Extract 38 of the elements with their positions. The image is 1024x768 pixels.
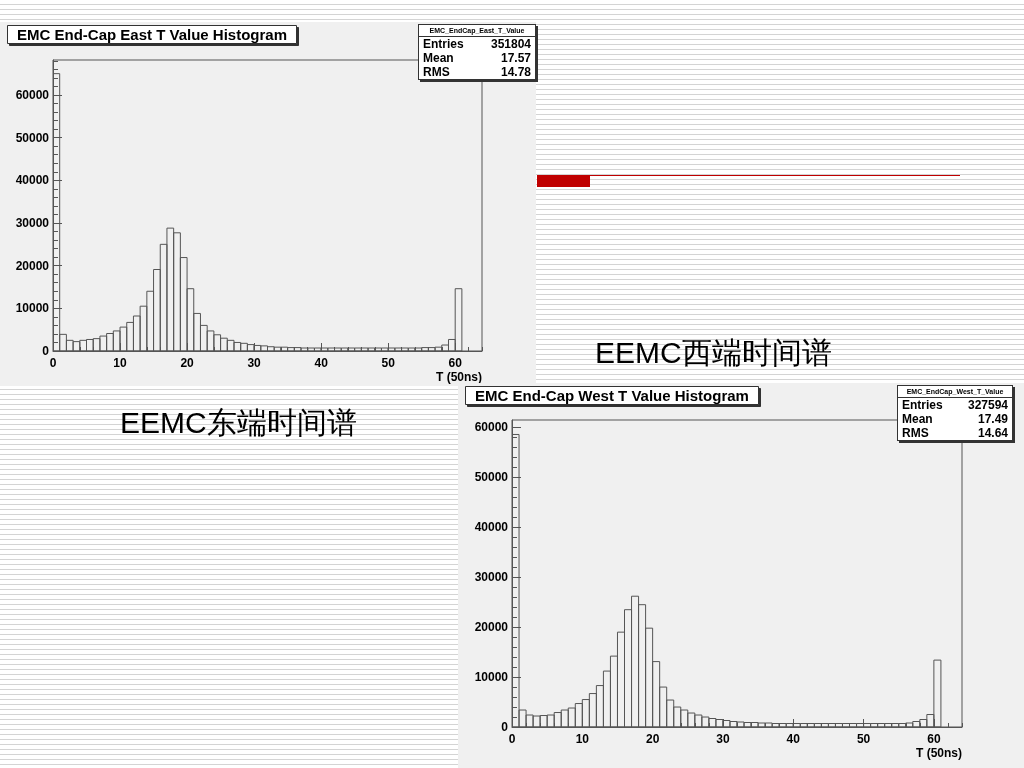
y-tick-label: 40000 xyxy=(15,173,50,188)
y-tick-label: 0 xyxy=(501,720,509,734)
y-tick-label: 30000 xyxy=(15,215,50,230)
x-tick-label: 60 xyxy=(448,356,463,370)
x-axis-title: T (50ns) xyxy=(435,370,482,384)
x-tick-label: 10 xyxy=(575,732,590,746)
y-tick-label: 30000 xyxy=(474,570,509,585)
text: EEMC东端时间谱 xyxy=(120,405,358,441)
text: Mean 17.57 xyxy=(423,51,531,65)
chart-title: EMC End-Cap East T Value Histogram xyxy=(17,26,288,43)
x-tick-label: 10 xyxy=(113,356,128,370)
text: Mean 17.49 xyxy=(902,412,1008,426)
x-tick-label: 30 xyxy=(247,356,262,370)
y-tick-label: 10000 xyxy=(474,670,509,685)
y-tick-label: 60000 xyxy=(15,87,50,102)
y-tick-label: 0 xyxy=(42,344,50,358)
x-tick-label: 40 xyxy=(786,732,801,746)
x-axis-title: T (50ns) xyxy=(915,746,962,760)
x-tick-label: 60 xyxy=(927,732,941,746)
y-tick-label: 40000 xyxy=(474,520,509,535)
x-tick-label: 30 xyxy=(716,732,730,746)
x-tick-label: 20 xyxy=(180,356,195,370)
y-tick-label: 50000 xyxy=(15,130,50,145)
chart-subtitle: EEMC西端时间谱 xyxy=(595,335,833,371)
y-tick-label: 60000 xyxy=(474,420,509,435)
x-tick-label: 40 xyxy=(314,356,329,370)
x-tick-label: 50 xyxy=(381,356,396,370)
text: Entries 327594 xyxy=(902,398,1008,412)
y-tick-label: 50000 xyxy=(474,470,509,485)
x-tick-label: 20 xyxy=(645,732,660,746)
text: RMS 14.64 xyxy=(902,426,1008,440)
y-tick-label: 20000 xyxy=(15,258,50,273)
y-tick-label: 20000 xyxy=(474,620,509,635)
x-tick-label: 50 xyxy=(856,732,871,746)
text: RMS 14.78 xyxy=(423,65,531,79)
chart-title: EMC End-Cap West T Value Histogram xyxy=(475,387,749,404)
y-tick-label: 10000 xyxy=(15,301,50,316)
text: Entries 351804 xyxy=(423,37,531,51)
